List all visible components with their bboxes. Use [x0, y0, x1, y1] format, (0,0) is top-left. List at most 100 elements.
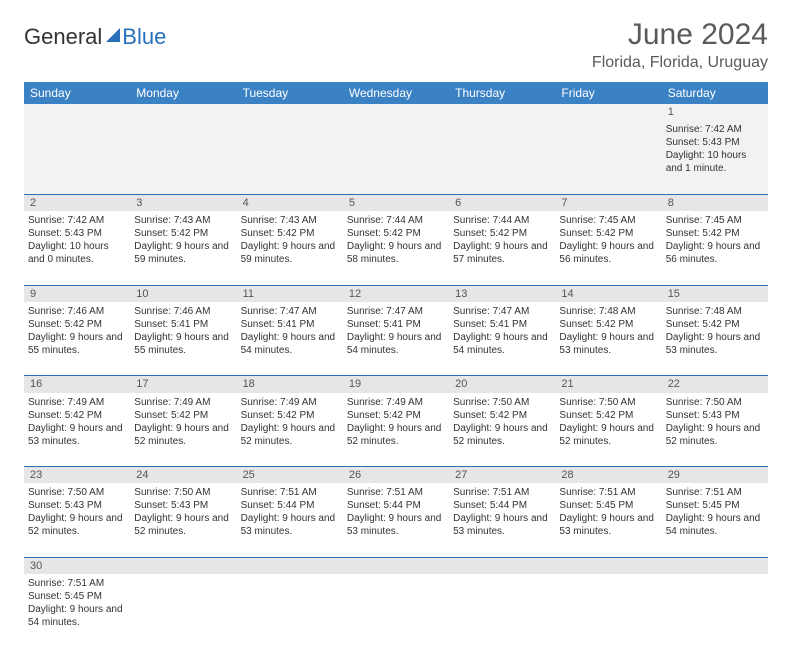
daylight-text: Daylight: 9 hours and 56 minutes. — [666, 240, 764, 266]
daylight-text: Daylight: 9 hours and 54 minutes. — [28, 603, 126, 629]
sunrise-text: Sunrise: 7:49 AM — [347, 396, 445, 409]
day-number: 6 — [455, 197, 461, 209]
day-number-cell: 28 — [555, 467, 661, 484]
sunset-text: Sunset: 5:43 PM — [666, 409, 764, 422]
month-title: June 2024 — [592, 18, 768, 52]
day-number: 5 — [349, 197, 355, 209]
day-cell: Sunrise: 7:50 AMSunset: 5:42 PMDaylight:… — [449, 393, 555, 467]
day-number-cell: 27 — [449, 467, 555, 484]
sunset-text: Sunset: 5:43 PM — [134, 499, 232, 512]
day-content: Sunrise: 7:45 AMSunset: 5:42 PMDaylight:… — [559, 213, 657, 266]
daylight-text: Daylight: 10 hours and 1 minute. — [666, 149, 764, 175]
day-cell: Sunrise: 7:51 AMSunset: 5:44 PMDaylight:… — [449, 483, 555, 557]
sunrise-text: Sunrise: 7:51 AM — [666, 486, 764, 499]
day-content: Sunrise: 7:49 AMSunset: 5:42 PMDaylight:… — [134, 395, 232, 448]
day-content: Sunrise: 7:46 AMSunset: 5:41 PMDaylight:… — [134, 304, 232, 357]
sunset-text: Sunset: 5:42 PM — [559, 409, 657, 422]
day-number: 30 — [30, 560, 42, 572]
day-content: Sunrise: 7:51 AMSunset: 5:45 PMDaylight:… — [666, 485, 764, 538]
day-number-cell: 17 — [130, 376, 236, 393]
day-cell: Sunrise: 7:47 AMSunset: 5:41 PMDaylight:… — [343, 302, 449, 376]
day-number-cell — [555, 104, 661, 120]
sunset-text: Sunset: 5:42 PM — [134, 409, 232, 422]
sunrise-text: Sunrise: 7:50 AM — [134, 486, 232, 499]
day-number: 4 — [243, 197, 249, 209]
sunset-text: Sunset: 5:44 PM — [453, 499, 551, 512]
day-number: 12 — [349, 288, 361, 300]
daylight-text: Daylight: 9 hours and 55 minutes. — [134, 331, 232, 357]
daylight-text: Daylight: 9 hours and 57 minutes. — [453, 240, 551, 266]
day-content: Sunrise: 7:48 AMSunset: 5:42 PMDaylight:… — [666, 304, 764, 357]
day-number-cell: 29 — [662, 467, 768, 484]
daylight-text: Daylight: 9 hours and 52 minutes. — [28, 512, 126, 538]
day-cell: Sunrise: 7:50 AMSunset: 5:43 PMDaylight:… — [24, 483, 130, 557]
sunrise-text: Sunrise: 7:51 AM — [559, 486, 657, 499]
weekday-header: Saturday — [662, 82, 768, 104]
empty-cell — [343, 120, 449, 194]
weekday-header: Monday — [130, 82, 236, 104]
weekday-header: Tuesday — [237, 82, 343, 104]
sunrise-text: Sunrise: 7:42 AM — [666, 123, 764, 136]
day-number: 22 — [668, 378, 680, 390]
sunset-text: Sunset: 5:41 PM — [453, 318, 551, 331]
day-cell: Sunrise: 7:42 AMSunset: 5:43 PMDaylight:… — [24, 211, 130, 285]
sunset-text: Sunset: 5:42 PM — [241, 227, 339, 240]
title-block: June 2024 Florida, Florida, Uruguay — [592, 18, 768, 72]
week-row: Sunrise: 7:46 AMSunset: 5:42 PMDaylight:… — [24, 302, 768, 376]
sunset-text: Sunset: 5:45 PM — [666, 499, 764, 512]
sunset-text: Sunset: 5:43 PM — [666, 136, 764, 149]
day-content: Sunrise: 7:50 AMSunset: 5:43 PMDaylight:… — [28, 485, 126, 538]
day-content: Sunrise: 7:49 AMSunset: 5:42 PMDaylight:… — [347, 395, 445, 448]
daynum-row: 2345678 — [24, 194, 768, 211]
daylight-text: Daylight: 9 hours and 53 minutes. — [559, 331, 657, 357]
day-number-cell — [555, 557, 661, 574]
day-cell: Sunrise: 7:50 AMSunset: 5:43 PMDaylight:… — [662, 393, 768, 467]
day-number: 2 — [30, 197, 36, 209]
daylight-text: Daylight: 9 hours and 52 minutes. — [241, 422, 339, 448]
day-number: 13 — [455, 288, 467, 300]
day-number-cell: 20 — [449, 376, 555, 393]
day-number: 28 — [561, 469, 573, 481]
sunrise-text: Sunrise: 7:51 AM — [241, 486, 339, 499]
day-number: 19 — [349, 378, 361, 390]
daynum-row: 30 — [24, 557, 768, 574]
daylight-text: Daylight: 9 hours and 52 minutes. — [559, 422, 657, 448]
day-content: Sunrise: 7:47 AMSunset: 5:41 PMDaylight:… — [241, 304, 339, 357]
day-number-cell: 11 — [237, 285, 343, 302]
sunrise-text: Sunrise: 7:47 AM — [453, 305, 551, 318]
day-number-cell: 18 — [237, 376, 343, 393]
day-number-cell: 4 — [237, 194, 343, 211]
day-number: 25 — [243, 469, 255, 481]
day-number: 24 — [136, 469, 148, 481]
day-number-cell — [449, 104, 555, 120]
daylight-text: Daylight: 9 hours and 59 minutes. — [134, 240, 232, 266]
day-number-cell — [449, 557, 555, 574]
day-number-cell — [343, 104, 449, 120]
day-content: Sunrise: 7:47 AMSunset: 5:41 PMDaylight:… — [453, 304, 551, 357]
sunset-text: Sunset: 5:45 PM — [28, 590, 126, 603]
day-cell: Sunrise: 7:51 AMSunset: 5:45 PMDaylight:… — [24, 574, 130, 648]
sunrise-text: Sunrise: 7:45 AM — [666, 214, 764, 227]
day-number-cell — [237, 104, 343, 120]
day-content: Sunrise: 7:51 AMSunset: 5:45 PMDaylight:… — [559, 485, 657, 538]
week-row: Sunrise: 7:50 AMSunset: 5:43 PM Daylight:… — [24, 483, 768, 557]
logo-sail-icon — [106, 28, 120, 42]
day-number: 18 — [243, 378, 255, 390]
day-content: Sunrise: 7:44 AMSunset: 5:42 PMDaylight:… — [347, 213, 445, 266]
day-number-cell — [662, 557, 768, 574]
day-cell: Sunrise: 7:47 AMSunset: 5:41 PMDaylight:… — [237, 302, 343, 376]
day-number-cell: 7 — [555, 194, 661, 211]
daylight-text: Daylight: 9 hours and 55 minutes. — [28, 331, 126, 357]
sunrise-text: Sunrise: 7:48 AM — [666, 305, 764, 318]
weekday-header-row: Sunday Monday Tuesday Wednesday Thursday… — [24, 82, 768, 104]
sunset-text: Sunset: 5:42 PM — [559, 227, 657, 240]
day-cell: Sunrise: 7:51 AMSunset: 5:45 PMDaylight:… — [555, 483, 661, 557]
sunset-text: Sunset: 5:44 PM — [347, 499, 445, 512]
day-cell: Sunrise: 7:43 AMSunset: 5:42 PMDaylight:… — [130, 211, 236, 285]
logo-text-general: General — [24, 24, 102, 50]
day-number-cell: 1 — [662, 104, 768, 120]
daynum-row: 23242526272829 — [24, 467, 768, 484]
sunset-text: Sunset: 5:42 PM — [28, 318, 126, 331]
empty-cell — [24, 120, 130, 194]
daylight-text: Daylight: 9 hours and 52 minutes. — [134, 422, 232, 448]
